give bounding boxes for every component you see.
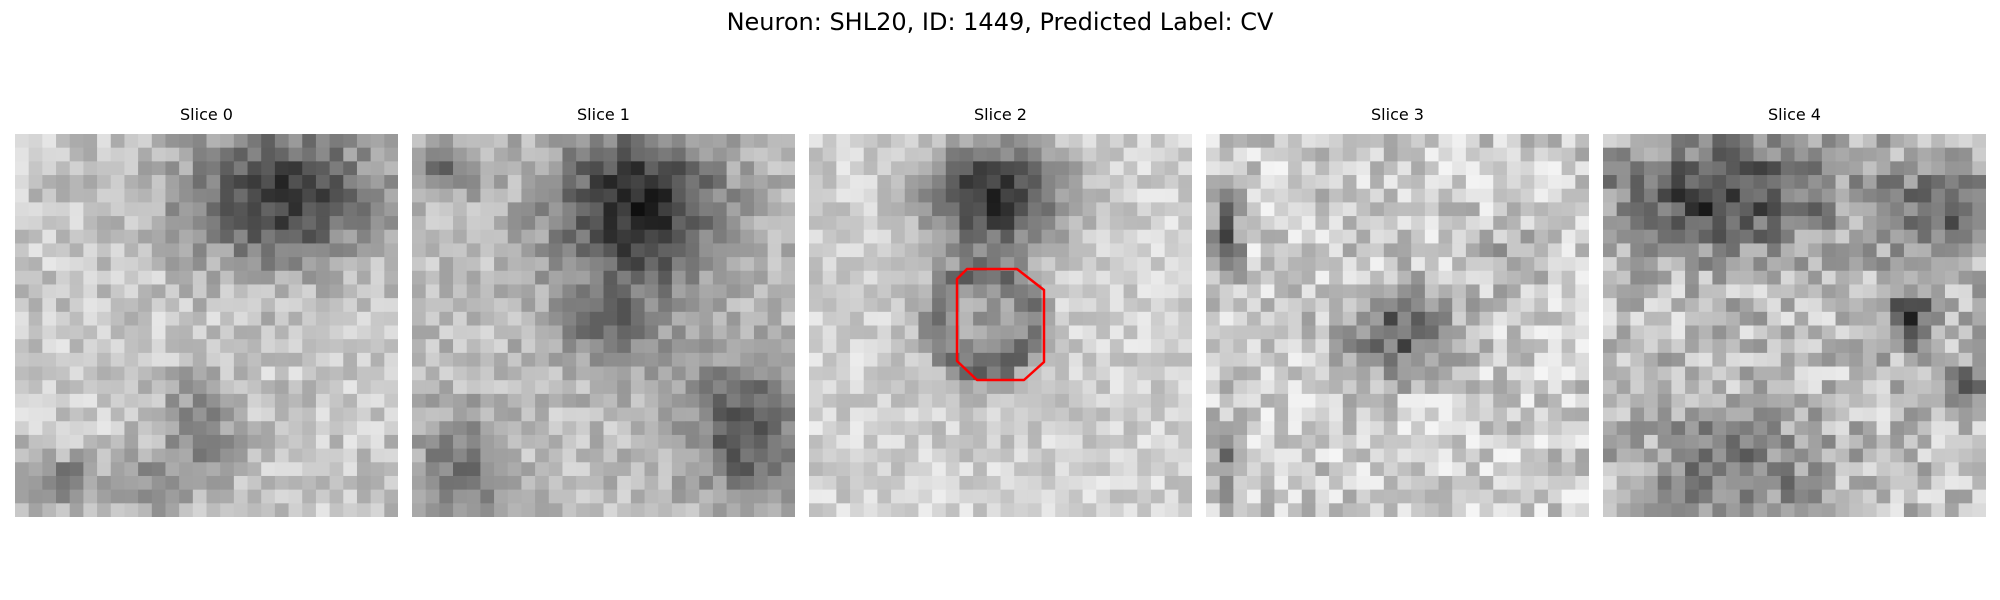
- slice-panel-3: Slice 3: [1206, 104, 1589, 517]
- slice-title-1: Slice 1: [577, 105, 630, 124]
- slice-title-0: Slice 0: [180, 105, 233, 124]
- slice-title-2: Slice 2: [974, 105, 1027, 124]
- slice-panel-4: Slice 4: [1603, 104, 1986, 517]
- slice-image-2: [809, 134, 1192, 517]
- slice-image-0: [15, 134, 398, 517]
- figure-title: Neuron: SHL20, ID: 1449, Predicted Label…: [726, 8, 1274, 36]
- slice-image-4: [1603, 134, 1986, 517]
- slice-panel-1: Slice 1: [412, 104, 795, 517]
- slice-title-4: Slice 4: [1768, 105, 1821, 124]
- roi-outline: [955, 267, 1046, 382]
- slice-title-3: Slice 3: [1371, 105, 1424, 124]
- slice-image-3: [1206, 134, 1589, 517]
- slice-panel-2: Slice 2: [809, 104, 1192, 517]
- slice-image-1: [412, 134, 795, 517]
- slice-panel-0: Slice 0: [15, 104, 398, 517]
